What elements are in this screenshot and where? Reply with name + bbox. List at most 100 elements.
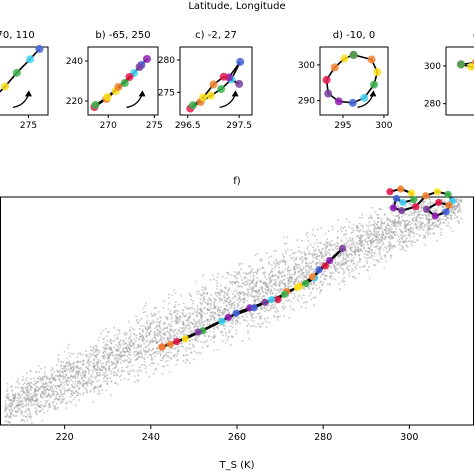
sample-point bbox=[187, 318, 190, 321]
sample-point bbox=[42, 404, 44, 406]
sample-point bbox=[217, 309, 219, 311]
sample-point bbox=[271, 304, 273, 306]
sample-point bbox=[357, 246, 359, 248]
sample-point bbox=[113, 371, 115, 373]
sample-point bbox=[176, 318, 179, 320]
sample-point bbox=[215, 307, 217, 309]
sample-point bbox=[135, 358, 138, 361]
sample-point bbox=[207, 344, 209, 347]
sample-point bbox=[101, 330, 104, 332]
sample-point bbox=[129, 349, 131, 351]
sample-point bbox=[299, 251, 302, 253]
sample-point bbox=[224, 287, 227, 290]
sample-point bbox=[162, 357, 164, 360]
sample-point bbox=[273, 275, 276, 277]
sample-point bbox=[102, 352, 105, 354]
sample-point bbox=[272, 279, 275, 281]
sample-point bbox=[95, 371, 98, 374]
sample-point bbox=[72, 353, 75, 355]
sample-point bbox=[294, 266, 296, 268]
sample-point bbox=[190, 331, 192, 334]
x-tick-label: 275 bbox=[20, 121, 37, 131]
sample-point bbox=[35, 403, 38, 406]
sample-point bbox=[202, 297, 205, 300]
sample-point bbox=[182, 320, 184, 323]
sample-point bbox=[405, 230, 407, 232]
sample-point bbox=[285, 252, 287, 254]
sample-point bbox=[22, 387, 25, 390]
sample-point bbox=[143, 358, 146, 361]
x-tick-label: 300 bbox=[375, 121, 392, 131]
sample-point bbox=[29, 381, 32, 384]
sample-point bbox=[99, 385, 101, 388]
sample-point bbox=[110, 349, 113, 352]
sample-point bbox=[44, 374, 47, 376]
month-point bbox=[295, 282, 304, 290]
sample-point bbox=[259, 287, 262, 289]
sample-point bbox=[92, 363, 94, 365]
sample-point bbox=[62, 398, 64, 401]
sample-point bbox=[294, 282, 296, 285]
sample-point bbox=[287, 279, 290, 281]
sample-point bbox=[25, 398, 28, 400]
sample-point bbox=[133, 333, 136, 336]
sample-point bbox=[166, 327, 169, 329]
sample-point bbox=[295, 263, 298, 266]
sample-point bbox=[287, 283, 290, 286]
sample-point bbox=[112, 361, 115, 364]
sample-point bbox=[190, 330, 192, 332]
sample-point bbox=[49, 387, 52, 389]
sample-point bbox=[204, 333, 206, 335]
sample-point bbox=[377, 247, 379, 250]
sample-point bbox=[207, 335, 210, 337]
sample-point bbox=[231, 281, 234, 283]
sample-point bbox=[256, 268, 259, 270]
sample-point bbox=[175, 316, 177, 319]
sample-point bbox=[7, 396, 9, 399]
sample-point bbox=[26, 391, 29, 393]
sample-point bbox=[396, 233, 399, 236]
month-point bbox=[232, 309, 240, 317]
sample-point bbox=[260, 281, 262, 283]
sample-point bbox=[256, 280, 258, 283]
sample-point bbox=[285, 260, 287, 263]
sample-point bbox=[99, 372, 101, 374]
sample-point bbox=[239, 322, 241, 325]
sample-point bbox=[93, 366, 96, 369]
sample-point bbox=[247, 272, 249, 275]
sample-point bbox=[384, 246, 386, 248]
sample-point bbox=[9, 402, 12, 405]
sample-point bbox=[351, 227, 353, 229]
sample-point bbox=[434, 210, 437, 213]
sample-point bbox=[116, 337, 118, 339]
sample-point bbox=[30, 393, 32, 395]
sample-point bbox=[92, 388, 95, 390]
sample-point bbox=[133, 346, 136, 349]
sample-point bbox=[208, 323, 211, 325]
sample-point bbox=[174, 329, 177, 331]
sample-point bbox=[442, 206, 445, 208]
sample-point bbox=[186, 359, 189, 362]
sample-point bbox=[402, 219, 405, 222]
sample-point bbox=[108, 353, 110, 355]
sample-point bbox=[49, 380, 51, 383]
sample-point bbox=[314, 263, 317, 265]
sample-point bbox=[216, 313, 218, 316]
sample-point bbox=[145, 365, 147, 368]
sample-point bbox=[370, 239, 372, 242]
sample-point bbox=[326, 241, 329, 244]
sample-point bbox=[93, 348, 96, 351]
sample-point bbox=[141, 339, 144, 342]
sample-point bbox=[69, 364, 72, 366]
sample-point bbox=[144, 351, 146, 353]
sample-point bbox=[271, 285, 273, 288]
sample-point bbox=[277, 263, 280, 266]
sample-point bbox=[378, 242, 381, 244]
sample-point bbox=[24, 392, 27, 394]
sample-point bbox=[99, 359, 101, 362]
sample-point bbox=[400, 221, 402, 223]
sample-point bbox=[148, 333, 151, 336]
sample-point bbox=[429, 207, 432, 210]
sample-point bbox=[303, 275, 306, 277]
sample-point bbox=[378, 253, 381, 255]
